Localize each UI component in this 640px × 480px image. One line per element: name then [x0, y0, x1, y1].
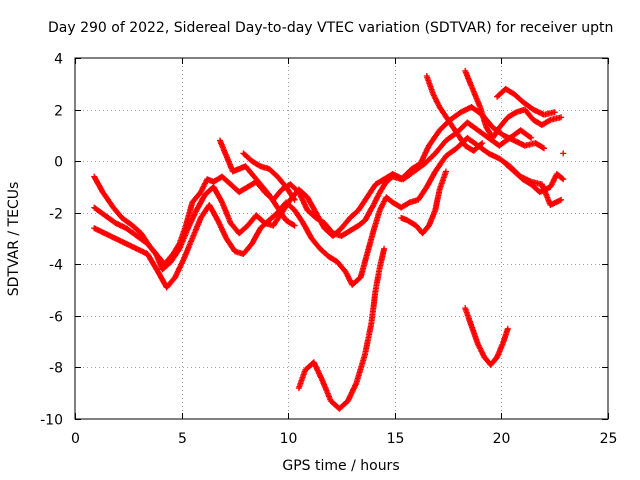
marker-trail — [560, 150, 567, 157]
series-track-2 — [91, 119, 535, 273]
series-track-10 — [494, 85, 558, 118]
series-track-12 — [462, 305, 511, 368]
marker-trail — [91, 134, 565, 291]
data-points — [91, 67, 567, 412]
chart-title: Day 290 of 2022, Sidereal Day-to-day VTE… — [48, 20, 613, 36]
axis-ticks — [75, 58, 609, 420]
y-tick-label: -4 — [49, 258, 63, 274]
series-track-5 — [240, 150, 298, 203]
x-tick-label: 15 — [387, 431, 405, 447]
x-tick-label: 20 — [493, 431, 511, 447]
x-tick-label: 5 — [178, 431, 187, 447]
y-tick-label: 2 — [54, 104, 63, 120]
y-tick-label: -8 — [49, 361, 63, 377]
series-track-6 — [295, 245, 388, 412]
x-tick-label: 0 — [71, 431, 80, 447]
marker-trail — [240, 150, 298, 203]
marker-trail — [462, 305, 511, 368]
y-tick-labels: 4 2 0 -2 -4 -6 -8 -10 — [40, 52, 63, 429]
plot-frame — [74, 57, 609, 420]
x-tick-labels: 0 5 10 15 20 25 — [71, 431, 617, 447]
series-track-11 — [502, 160, 567, 196]
y-tick-label: -6 — [49, 310, 63, 326]
x-tick-label: 10 — [280, 431, 298, 447]
marker-trail — [91, 119, 535, 273]
series-track-8 — [423, 73, 486, 154]
marker-trail — [398, 168, 449, 237]
series-track-4 — [217, 137, 298, 229]
marker-trail — [295, 245, 388, 412]
y-tick-label: 0 — [54, 155, 63, 171]
series-track-3 — [91, 134, 565, 291]
series-track-9 — [462, 67, 565, 141]
y-tick-label: -10 — [40, 413, 63, 429]
series-track-13 — [560, 150, 567, 157]
marker-trail — [217, 137, 298, 229]
marker-trail — [423, 73, 486, 154]
y-tick-label: -2 — [49, 207, 63, 223]
marker-trail — [494, 85, 558, 118]
x-tick-label: 25 — [600, 431, 618, 447]
y-axis-label: SDTVAR / TECUs — [6, 182, 22, 297]
series-track-7 — [398, 168, 449, 237]
marker-trail — [502, 160, 567, 196]
x-axis-label: GPS time / hours — [282, 458, 399, 474]
y-tick-label: 4 — [54, 52, 63, 68]
marker-trail — [462, 67, 565, 141]
